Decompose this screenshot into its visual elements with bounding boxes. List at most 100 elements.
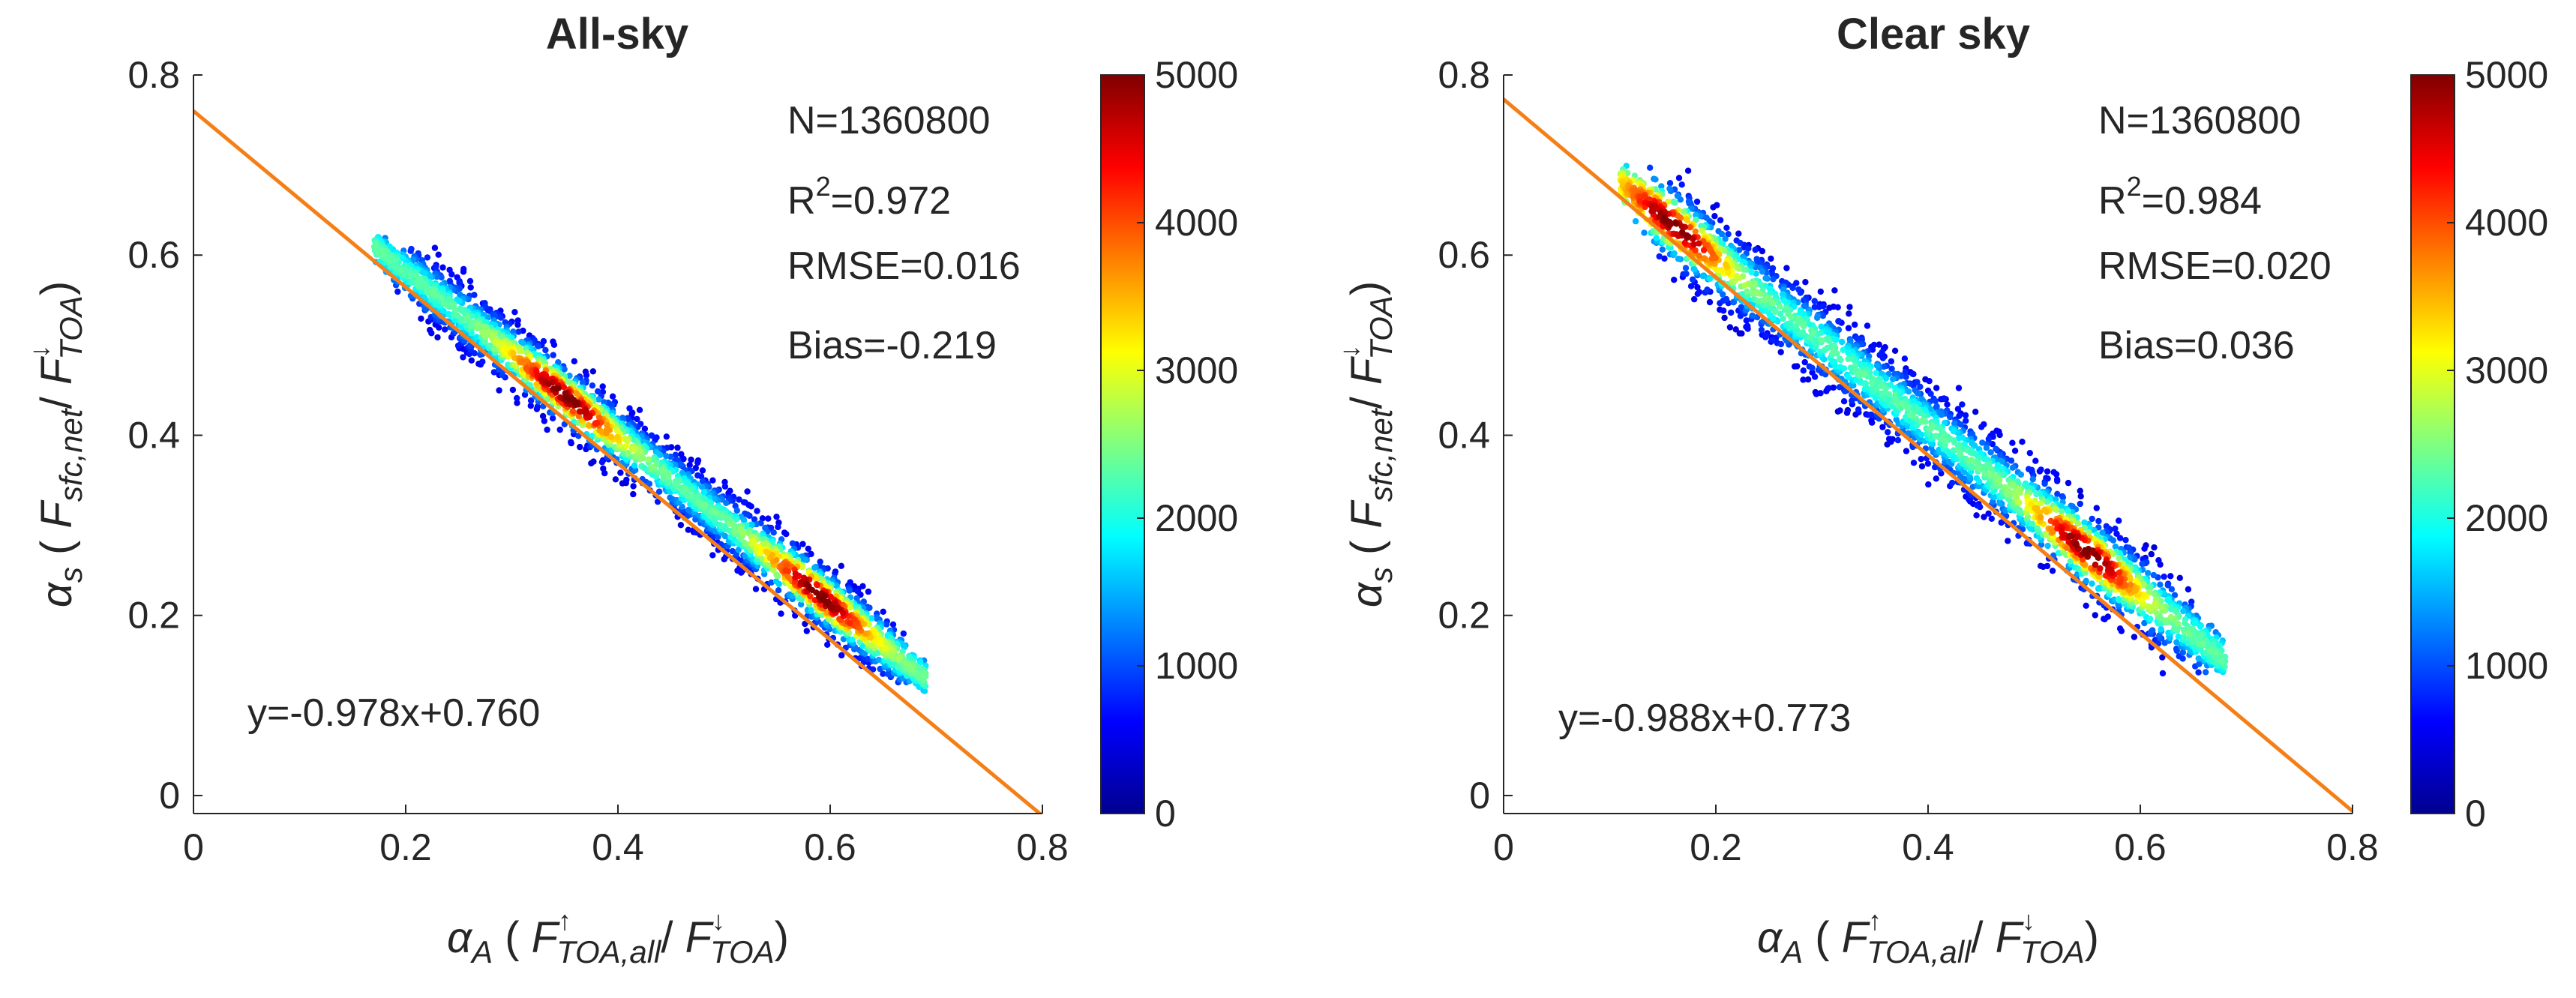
scatter-point	[491, 345, 498, 352]
scatter-point	[539, 412, 547, 420]
scatter-point	[739, 530, 746, 538]
scatter-point	[775, 587, 782, 594]
scatter-point	[1932, 397, 1939, 405]
scatter-point	[473, 334, 480, 340]
scatter-point	[601, 469, 608, 477]
scatter-point	[1983, 445, 1990, 451]
scatter-point	[514, 394, 520, 402]
scatter-point	[2197, 632, 2203, 640]
scatter-point	[1748, 268, 1755, 276]
scatter-point	[1846, 310, 1852, 317]
scatter-point	[1671, 250, 1678, 257]
scatter-point	[2044, 542, 2051, 550]
scatter-point	[1825, 385, 1832, 391]
scatter-point	[630, 483, 637, 490]
scatter-point	[568, 439, 574, 445]
scatter-point	[2216, 642, 2224, 649]
scatter-point	[808, 607, 814, 613]
scatter-point	[2077, 500, 2083, 508]
scatter-point	[1903, 404, 1911, 411]
scatter-point	[1817, 390, 1824, 397]
scatter-point	[1892, 392, 1899, 400]
scatter-point	[1942, 437, 1949, 444]
scatter-point	[674, 444, 681, 451]
scatter-point	[394, 288, 401, 295]
scatter-point	[1759, 268, 1766, 275]
scatter-point	[450, 301, 457, 308]
scatter-point	[1799, 329, 1807, 336]
scatter-point	[1933, 403, 1940, 410]
scatter-point	[2019, 439, 2026, 445]
scatter-point	[873, 615, 880, 622]
scatter-point	[2164, 597, 2171, 604]
scatter-point	[2011, 490, 2018, 497]
scatter-point	[709, 552, 716, 559]
scatter-point	[2093, 531, 2101, 538]
scatter-point	[393, 256, 400, 263]
scatter-point	[1647, 164, 1654, 171]
scatter-point	[589, 382, 596, 389]
scatter-point	[854, 588, 861, 595]
scatter-point	[2099, 529, 2106, 536]
scatter-point	[545, 380, 553, 388]
scatter-point	[2161, 573, 2167, 580]
scatter-point	[588, 460, 595, 467]
scatter-point	[1868, 417, 1875, 424]
scatter-point	[1706, 298, 1714, 306]
scatter-point	[1726, 324, 1734, 331]
scatter-point	[2116, 555, 2122, 562]
scatter-point	[2164, 582, 2171, 589]
scatter-point	[556, 426, 563, 433]
y-tick-label: 0.6	[127, 234, 180, 276]
scatter-point	[1927, 391, 1934, 397]
scatter-point	[1823, 336, 1830, 343]
scatter-point	[2196, 661, 2203, 667]
colorbar-tick-label: 1000	[1155, 645, 1238, 687]
scatter-point	[471, 292, 478, 298]
scatter-point	[1694, 283, 1701, 291]
scatter-point	[1996, 477, 2003, 484]
scatter-point	[1915, 390, 1921, 397]
scatter-point	[2116, 517, 2122, 524]
scatter-point	[1811, 304, 1818, 310]
scatter-point	[575, 433, 582, 439]
scatter-point	[2054, 478, 2061, 484]
scatter-point	[634, 415, 640, 423]
scatter-point	[373, 244, 380, 250]
scatter-point	[1719, 266, 1726, 274]
scatter-point	[880, 670, 886, 677]
label-part: α	[32, 581, 81, 607]
scatter-point	[412, 271, 420, 279]
scatter-point	[596, 414, 603, 421]
scatter-point	[1968, 457, 1975, 463]
scatter-point	[2185, 629, 2192, 637]
scatter-point	[1797, 309, 1804, 316]
scatter-point	[721, 483, 729, 490]
scatter-point	[1882, 375, 1890, 382]
scatter-points	[193, 109, 1042, 814]
scatter-point	[2017, 471, 2025, 478]
scatter-point	[646, 481, 653, 487]
scatter-point	[744, 488, 751, 495]
scatter-point	[2203, 669, 2209, 676]
scatter-point	[1929, 423, 1936, 430]
scatter-point	[2155, 557, 2162, 564]
scatter-point	[1879, 395, 1887, 402]
scatter-point	[2089, 515, 2095, 523]
label-part: (	[32, 529, 81, 568]
scatter-point	[1783, 304, 1790, 312]
scatter-point	[2179, 649, 2187, 656]
scatter-point	[738, 569, 745, 576]
label-part: F	[685, 913, 715, 962]
scatter-point	[2083, 602, 2089, 609]
scatter-point	[1917, 383, 1924, 390]
scatter-point	[1852, 362, 1859, 369]
scatter-point	[2131, 634, 2138, 640]
scatter-point	[683, 479, 690, 486]
scatter-point	[1691, 266, 1698, 273]
scatter-point	[772, 578, 780, 585]
scatter-point	[2151, 590, 2158, 597]
scatter-point	[577, 443, 583, 451]
scatter-point	[1801, 358, 1808, 366]
scatter-point	[1957, 450, 1963, 457]
